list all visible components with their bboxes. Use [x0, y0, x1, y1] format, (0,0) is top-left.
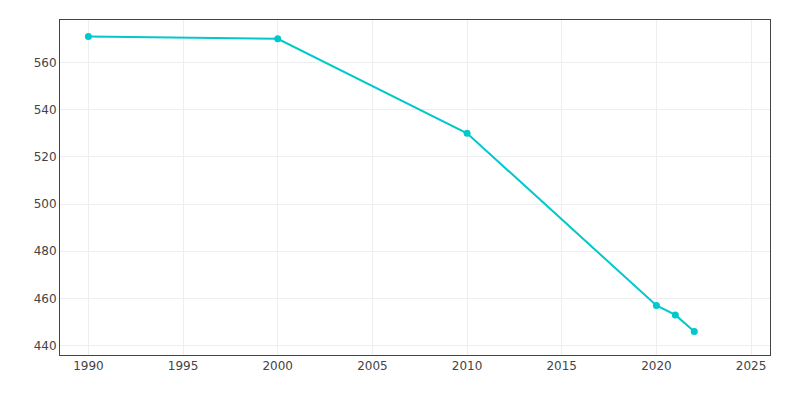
- svg-text:560: 560: [34, 56, 57, 70]
- svg-text:540: 540: [34, 103, 57, 117]
- svg-text:2020: 2020: [641, 359, 672, 373]
- svg-text:500: 500: [34, 197, 57, 211]
- svg-text:1995: 1995: [168, 359, 199, 373]
- svg-text:2005: 2005: [357, 359, 388, 373]
- svg-text:520: 520: [34, 150, 57, 164]
- svg-text:1990: 1990: [73, 359, 104, 373]
- svg-text:480: 480: [34, 244, 57, 258]
- svg-text:440: 440: [34, 339, 57, 353]
- svg-text:2010: 2010: [452, 359, 483, 373]
- svg-text:2025: 2025: [736, 359, 767, 373]
- svg-text:2015: 2015: [546, 359, 577, 373]
- svg-text:2000: 2000: [262, 359, 293, 373]
- svg-text:460: 460: [34, 292, 57, 306]
